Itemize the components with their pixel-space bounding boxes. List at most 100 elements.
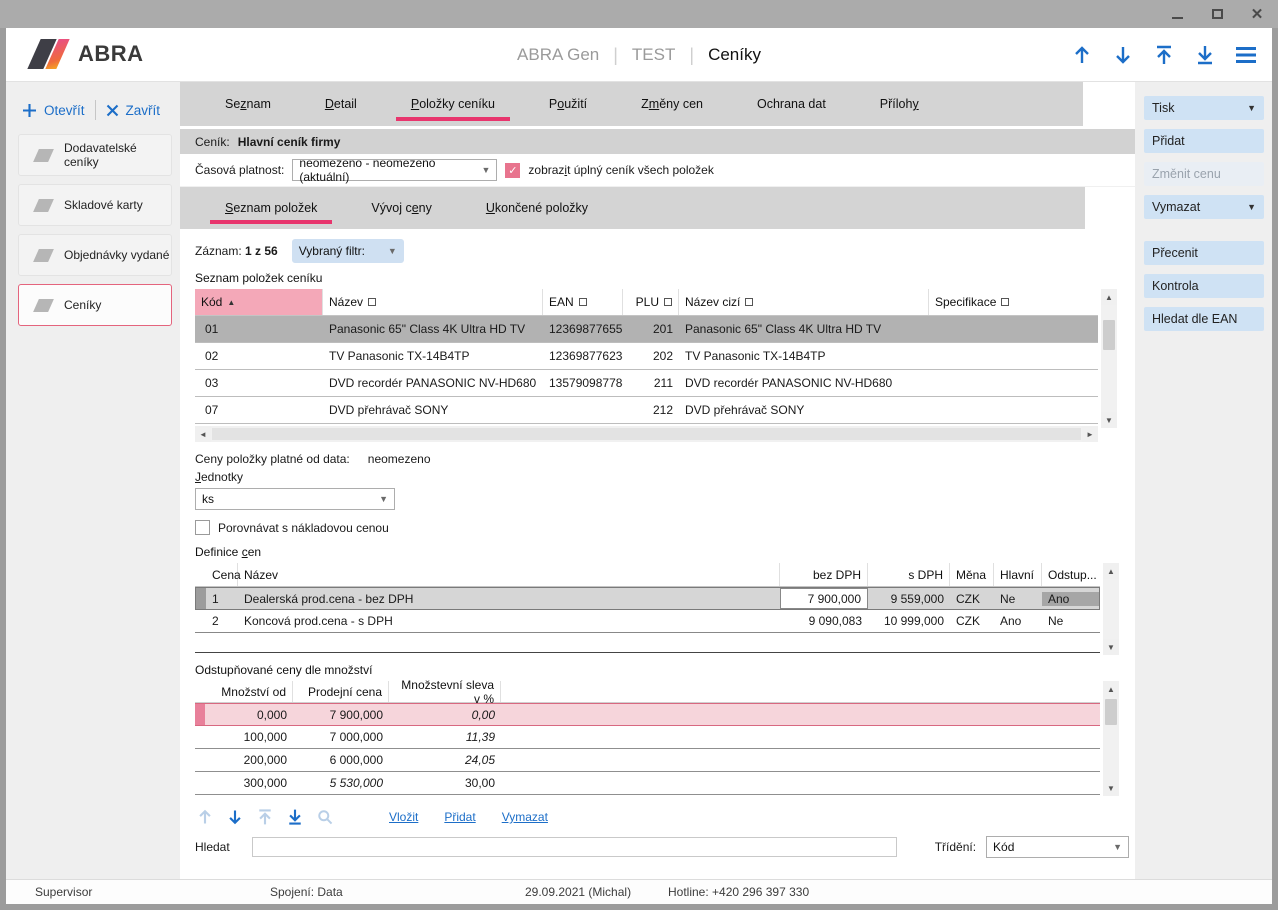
insert-link[interactable]: Vložit — [389, 810, 418, 824]
module-icon — [33, 199, 54, 212]
scroll-right-icon[interactable]: ► — [1082, 426, 1098, 442]
chevron-down-icon: ▼ — [388, 246, 397, 256]
scroll-down-icon[interactable]: ▼ — [1101, 412, 1117, 428]
column-ean[interactable]: EAN — [543, 289, 623, 315]
show-full-pricelist-checkbox[interactable]: ✓ — [505, 163, 520, 178]
status-date: 29.09.2021 (Michal) — [525, 885, 631, 899]
units-select[interactable]: ks▼ — [195, 488, 395, 510]
column-mnozstvi-od[interactable]: Množství od — [205, 681, 293, 702]
open-button[interactable]: Otevřít — [22, 103, 85, 118]
print-button[interactable]: Tisk▼ — [1144, 96, 1264, 120]
first-record-icon[interactable] — [1152, 43, 1176, 67]
table-row[interactable]: 300,000 5 530,000 30,00 — [195, 772, 1100, 795]
find-ean-button[interactable]: Hledat dle EAN — [1144, 307, 1264, 331]
tab-pouziti[interactable]: Použití — [522, 82, 614, 126]
table-row[interactable]: 100,000 7 000,000 11,39 — [195, 726, 1100, 749]
scroll-up-icon[interactable]: ▲ — [1103, 681, 1119, 697]
maximize-icon[interactable] — [1208, 6, 1226, 22]
last-record-icon[interactable] — [1193, 43, 1217, 67]
close-icon[interactable]: ✕ — [1248, 6, 1266, 22]
price-definitions-table: Cena Název bez DPH s DPH Měna Hlavní Ods… — [195, 563, 1100, 655]
column-mena[interactable]: Měna — [950, 563, 994, 586]
check-button[interactable]: Kontrola — [1144, 274, 1264, 298]
scrollbar-thumb[interactable] — [1105, 699, 1117, 725]
add-link[interactable]: Přidat — [444, 810, 475, 824]
column-specifikace[interactable]: Specifikace — [929, 289, 1098, 315]
close-tab-button[interactable]: Zavřít — [106, 103, 161, 118]
column-checkbox-icon — [745, 298, 753, 306]
scrollbar-thumb[interactable] — [212, 428, 1081, 440]
search-input[interactable] — [252, 837, 897, 857]
column-prodejni-cena[interactable]: Prodejní cena — [293, 681, 389, 702]
delete-button[interactable]: Vymazat▼ — [1144, 195, 1264, 219]
column-kod[interactable]: Kód▲ — [195, 289, 323, 315]
scrollbar-thumb[interactable] — [1103, 320, 1115, 350]
compare-cost-checkbox[interactable] — [195, 520, 210, 535]
column-bez-dph[interactable]: bez DPH — [780, 563, 868, 586]
column-odstup[interactable]: Odstup... — [1042, 563, 1100, 586]
column-nazev-cizi[interactable]: Název cizí — [679, 289, 929, 315]
scroll-left-icon[interactable]: ◄ — [195, 426, 211, 442]
table-row[interactable]: 07 DVD přehrávač SONY 212 DVD přehrávač … — [195, 397, 1098, 424]
table-row[interactable]: 03 DVD recordér PANASONIC NV-HD680 13579… — [195, 370, 1098, 397]
sidebar-item-objednavky-vydane[interactable]: Objednávky vydané — [18, 234, 172, 276]
column-plu[interactable]: PLU — [623, 289, 679, 315]
minimize-icon[interactable] — [1168, 6, 1186, 22]
horizontal-scrollbar[interactable]: ◄ ► — [195, 426, 1098, 442]
row-up-icon[interactable] — [195, 807, 215, 827]
table-row[interactable]: 1 Dealerská prod.cena - bez DPH 7 900,00… — [195, 587, 1100, 610]
vertical-scrollbar[interactable]: ▲ ▼ — [1101, 289, 1117, 428]
table-row[interactable]: 01 Panasonic 65" Class 4K Ultra HD TV 12… — [195, 316, 1098, 343]
prev-record-icon[interactable] — [1070, 43, 1094, 67]
pricelist-name: Hlavní ceník firmy — [238, 135, 341, 149]
column-cena[interactable]: Cena — [206, 563, 238, 586]
scroll-up-icon[interactable]: ▲ — [1103, 563, 1119, 579]
tab-zmeny-cen[interactable]: Změny cen — [614, 82, 730, 126]
next-record-icon[interactable] — [1111, 43, 1135, 67]
reprice-button[interactable]: Přecenit — [1144, 241, 1264, 265]
scroll-down-icon[interactable]: ▼ — [1103, 780, 1119, 796]
table-row[interactable]: 2 Koncová prod.cena - s DPH 9 090,083 10… — [195, 610, 1100, 633]
table-row[interactable]: 0,000 7 900,000 0,00 — [195, 703, 1100, 726]
menu-icon[interactable] — [1234, 43, 1258, 67]
search-icon[interactable] — [315, 807, 335, 827]
tab-vyvoj-ceny[interactable]: Vývoj ceny — [344, 187, 458, 229]
validity-select[interactable]: neomezeno - neomezeno (aktuální)▼ — [292, 159, 497, 181]
table-row[interactable]: 200,000 6 000,000 24,05 — [195, 749, 1100, 772]
price-edit-cell[interactable]: 7 900,000 — [780, 588, 868, 609]
column-mnozstevni-sleva[interactable]: Množstevní sleva v % — [389, 681, 501, 702]
column-nazev[interactable]: Název — [323, 289, 543, 315]
tab-detail[interactable]: Detail — [298, 82, 384, 126]
sort-select[interactable]: Kód▼ — [986, 836, 1129, 858]
sidebar-item-dodavatelske-ceniky[interactable]: Dodavatelské ceníky — [18, 134, 172, 176]
sub-tabstrip: Seznam položek Vývoj ceny Ukončené polož… — [180, 187, 1085, 229]
row-down-icon[interactable] — [225, 807, 245, 827]
table-row[interactable]: 02 TV Panasonic TX-14B4TP 123698776238 2… — [195, 343, 1098, 370]
items-table-header: Kód▲ Název EAN PLU Název cizí Specifikac… — [195, 289, 1098, 316]
scroll-down-icon[interactable]: ▼ — [1103, 639, 1119, 655]
tab-seznam-polozek[interactable]: Seznam položek — [198, 187, 344, 229]
scroll-up-icon[interactable]: ▲ — [1101, 289, 1117, 305]
delete-link[interactable]: Vymazat — [502, 810, 548, 824]
tab-ukoncene-polozky[interactable]: Ukončené položky — [459, 187, 615, 229]
vertical-scrollbar[interactable]: ▲ ▼ — [1103, 681, 1119, 796]
tab-ochrana-dat[interactable]: Ochrana dat — [730, 82, 853, 126]
column-nazev[interactable]: Název — [238, 563, 780, 586]
row-bottom-icon[interactable] — [285, 807, 305, 827]
sidebar-item-skladove-karty[interactable]: Skladové karty — [18, 184, 172, 226]
tab-seznam[interactable]: Seznam — [198, 82, 298, 126]
column-s-dph[interactable]: s DPH — [868, 563, 950, 586]
sidebar-item-ceniky[interactable]: Ceníky — [18, 284, 172, 326]
column-hlavni[interactable]: Hlavní — [994, 563, 1042, 586]
filter-select[interactable]: Vybraný filtr:▼ — [292, 239, 404, 263]
tab-polozky-ceniku[interactable]: Položky ceníku — [384, 82, 522, 126]
column-checkbox-icon — [1001, 298, 1009, 306]
show-full-pricelist-label: zobrazit úplný ceník všech položek — [528, 163, 713, 177]
tab-prilohy[interactable]: Přílohy — [853, 82, 946, 126]
add-button[interactable]: Přidat — [1144, 129, 1264, 153]
sort-asc-icon: ▲ — [227, 298, 235, 307]
row-top-icon[interactable] — [255, 807, 275, 827]
close-label: Zavřít — [126, 103, 161, 118]
pricelist-band: Ceník: Hlavní ceník firmy — [180, 129, 1135, 154]
vertical-scrollbar[interactable]: ▲ ▼ — [1103, 563, 1119, 655]
